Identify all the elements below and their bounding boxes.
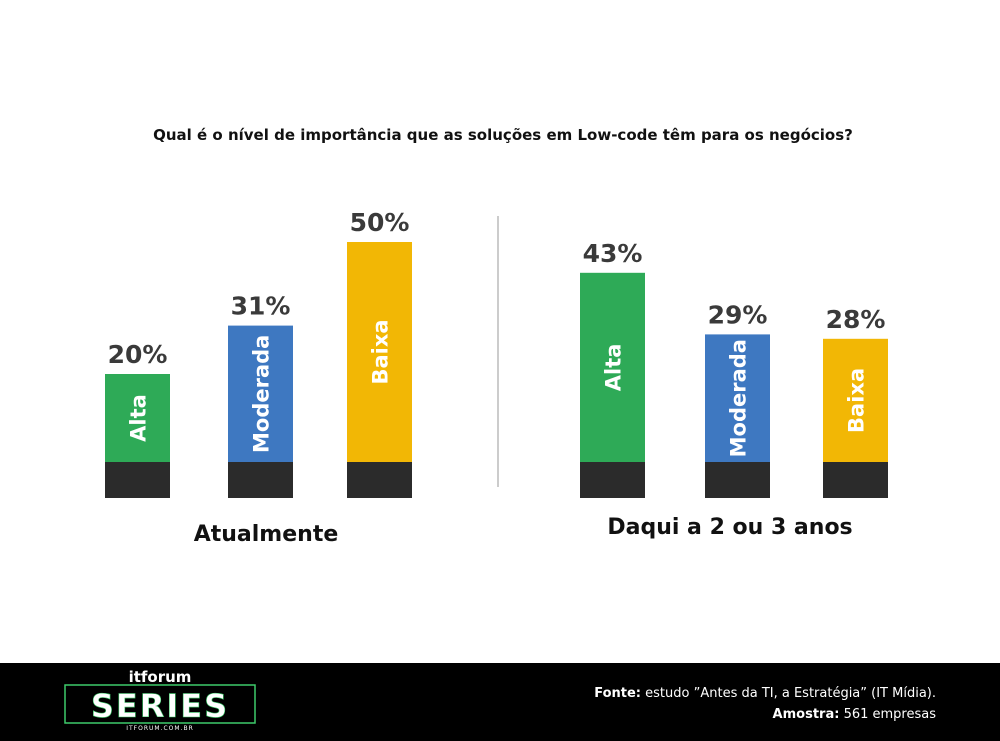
- category-label-alta-futuro: Alta: [602, 344, 626, 392]
- bar-base-baixa-futuro: [823, 462, 888, 498]
- itforum-series-logo: itforum SERIES ITFORUM.COM.BR: [64, 663, 256, 741]
- source-note: Fonte: estudo ”Antes da TI, a Estratégia…: [594, 683, 936, 725]
- bar-alta-futuro: [580, 272, 645, 462]
- bar-alta-atualmente: [105, 374, 170, 462]
- source-line: Fonte: estudo ”Antes da TI, a Estratégia…: [594, 683, 936, 704]
- category-label-baixa-atualmente: Baixa: [369, 319, 393, 384]
- value-label-moderada-atualmente: 31%: [231, 292, 291, 321]
- sample-label: Amostra:: [772, 707, 840, 722]
- logo-top-text: itforum: [129, 668, 192, 686]
- chart-title: Qual é o nível de importância que as sol…: [153, 126, 853, 144]
- category-label-moderada-atualmente: Moderada: [250, 335, 274, 453]
- category-label-alta-atualmente: Alta: [127, 394, 151, 442]
- value-label-alta-futuro: 43%: [583, 239, 643, 268]
- bar-base-moderada-atualmente: [228, 462, 293, 498]
- bar-base-alta-futuro: [580, 462, 645, 498]
- bar-baixa-futuro: [823, 338, 888, 462]
- category-label-moderada-futuro: Moderada: [727, 339, 751, 457]
- bar-moderada-atualmente: [228, 325, 293, 462]
- bar-base-baixa-atualmente: [347, 462, 412, 498]
- value-label-alta-atualmente: 20%: [108, 340, 168, 369]
- value-label-moderada-futuro: 29%: [708, 300, 768, 329]
- source-label: Fonte:: [594, 686, 642, 701]
- group-label-daqui: Daqui a 2 ou 3 anos: [607, 515, 852, 540]
- bar-moderada-futuro: [705, 334, 770, 462]
- bar-base-moderada-futuro: [705, 462, 770, 498]
- footer: itforum SERIES ITFORUM.COM.BR Fonte: est…: [0, 663, 1000, 741]
- sample-text: 561 empresas: [843, 707, 936, 722]
- bar-baixa-atualmente: [347, 242, 412, 462]
- chart: Qual é o nível de importância que as sol…: [105, 126, 888, 547]
- value-label-baixa-atualmente: 50%: [350, 208, 410, 237]
- bar-base-alta-atualmente: [105, 462, 170, 498]
- group-label-atualmente: Atualmente: [194, 522, 339, 547]
- source-text: estudo ”Antes da TI, a Estratégia” (IT M…: [645, 686, 936, 701]
- logo-main-text: SERIES: [91, 687, 229, 725]
- logo-sub-text: ITFORUM.COM.BR: [126, 725, 194, 732]
- category-label-baixa-futuro: Baixa: [845, 368, 869, 433]
- sample-line: Amostra: 561 empresas: [594, 704, 936, 725]
- value-label-baixa-futuro: 28%: [826, 305, 886, 334]
